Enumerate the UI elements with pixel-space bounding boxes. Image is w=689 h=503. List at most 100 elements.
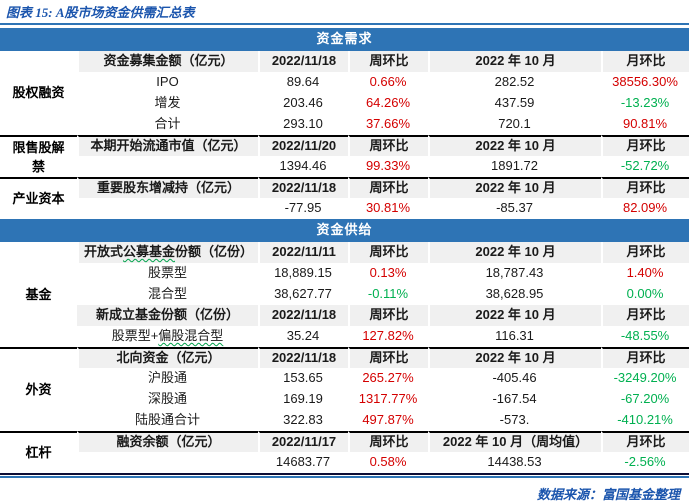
value-cell: 89.64 <box>286 74 320 90</box>
table-bottom-line-dark <box>0 473 689 475</box>
month-value-cell: 282.52 <box>494 74 535 90</box>
month-header-cell: 2022 年 10 月（周均值） <box>428 431 601 452</box>
item-header-cell: 本期开始流通市值（亿元） <box>77 135 258 156</box>
month-value-cell: -573. <box>499 412 530 428</box>
value-cell: 35.24 <box>286 328 320 344</box>
date-header-cell: 2022/11/18 <box>258 51 348 72</box>
month-header-cell: 2022 年 10 月 <box>428 51 601 72</box>
table-row: 股权融资 资金募集金额（亿元） 2022/11/18 周环比 2022 年 10 月月环… <box>0 51 689 135</box>
spellcheck-wavy-text: 公募基金 <box>122 244 175 260</box>
item-cell: 股票型 <box>147 265 187 281</box>
wow-value-cell: 1317.77% <box>358 391 418 407</box>
table-row: 基金 开放式公募基金份额（亿份） 2022/11/11 周环比 2022 年 10 月月… <box>0 242 689 347</box>
section-band-row: 资金需求 <box>0 28 689 51</box>
capital-supply-demand-table: 资金需求 股权融资 资金募集金额（亿元） 2022/11/18 周环比 2022 年 10… <box>0 28 689 473</box>
category-cell: 外资 <box>0 347 77 431</box>
mom-value-cell: 90.81% <box>622 116 668 132</box>
category-cell: 杠杆 <box>0 431 77 473</box>
table-row: 限售股解禁本期开始流通市值（亿元） 2022/11/20 周环比 2022 年 10 … <box>0 135 689 177</box>
item-cell: IPO <box>156 74 179 90</box>
category-cell: 产业资本 <box>0 177 77 219</box>
table-row: IPO 89.64 0.66% 282.52 38556.30% <box>0 72 689 93</box>
month-value-cell: 1891.72 <box>491 158 538 174</box>
wow-value-cell: 127.82% <box>362 328 414 344</box>
table-row: 陆股通合计 322.83 497.87% -573. -410.21% <box>0 410 689 431</box>
category-cell: 基金 <box>0 242 77 347</box>
mom-header-cell: 月环比 <box>601 177 689 198</box>
item-header-cell: 资金募集金额（亿元） <box>77 51 258 72</box>
table-row: 沪股通 153.65 265.27% -405.46 -3249.20% <box>0 368 689 389</box>
table-bottom-line-gap <box>0 475 689 476</box>
figure-title: 图表 15: A股市场资金供需汇总表 <box>6 5 195 20</box>
item-cell: 股票型+偏股混合型 <box>77 326 258 347</box>
item-cell: 混合型 <box>147 286 187 302</box>
table-row: 股票型+偏股混合型 35.24 127.82% 116.31 -48.55% <box>0 326 689 347</box>
item-text: 份额（亿份） <box>175 244 254 260</box>
category-cell: 股权融资 <box>0 51 77 135</box>
month-header-cell: 2022 年 10 月 <box>428 347 601 368</box>
item-cell <box>77 156 258 177</box>
section-band-label: 资金供给 <box>0 219 689 242</box>
value-cell: 293.10 <box>283 116 323 132</box>
wow-value-cell: 0.66% <box>369 74 407 90</box>
wow-header-cell: 周环比 <box>348 242 428 263</box>
wow-header-cell: 周环比 <box>348 347 428 368</box>
value-cell: 18,889.15 <box>274 265 332 281</box>
mom-value-cell: 0.00% <box>626 286 664 302</box>
month-header-cell: 2022 年 10 月 <box>428 135 601 156</box>
wow-value-cell: 64.26% <box>365 95 411 111</box>
table-row: 增发 203.46 64.26% 437.59 -13.23% <box>0 93 689 114</box>
mom-header-cell: 月环比 <box>601 242 689 263</box>
table-row: 外资 北向资金（亿元） 2022/11/18 周环比 2022 年 10 月月环比 <box>0 347 689 431</box>
value-cell: 14683.77 <box>275 454 331 470</box>
table-row: -77.95 30.81% -85.37 82.09% <box>0 198 689 219</box>
mom-value-cell: -13.23% <box>620 95 670 111</box>
month-header-cell: 2022 年 10 月 <box>428 177 601 198</box>
item-cell <box>77 198 258 219</box>
mom-header-cell: 月环比 <box>601 305 689 326</box>
mom-value-cell: 1.40% <box>626 265 664 281</box>
section-band-label: 资金需求 <box>0 28 689 51</box>
item-cell: 陆股通合计 <box>134 412 200 428</box>
month-value-cell: -167.54 <box>492 391 537 407</box>
month-value-cell: 437.59 <box>494 95 535 111</box>
wow-header-cell: 周环比 <box>348 305 428 326</box>
item-cell: 合计 <box>154 116 181 132</box>
wow-value-cell: 30.81% <box>365 200 411 216</box>
wow-header-cell: 周环比 <box>348 431 428 452</box>
item-header-cell: 新成立基金份额（亿份） <box>77 305 258 326</box>
mom-value-cell: -3249.20% <box>613 370 677 386</box>
mom-header-cell: 月环比 <box>601 431 689 452</box>
item-cell: 深股通 <box>147 391 187 407</box>
wow-value-cell: 497.87% <box>362 412 414 428</box>
item-text: 开放式 <box>83 244 123 260</box>
wow-value-cell: 37.66% <box>365 116 411 132</box>
mom-value-cell: -52.72% <box>620 158 670 174</box>
mom-value-cell: -2.56% <box>624 454 666 470</box>
month-header-cell: 2022 年 10 月 <box>428 305 601 326</box>
month-value-cell: 14438.53 <box>487 454 542 470</box>
wow-value-cell: -0.11% <box>367 286 409 302</box>
mom-header-cell: 月环比 <box>601 347 689 368</box>
wow-value-cell: 265.27% <box>362 370 414 386</box>
table-row: 股票型 18,889.15 0.13% 18,787.43 1.40% <box>0 263 689 284</box>
month-value-cell: 720.1 <box>498 116 531 132</box>
month-value-cell: 116.31 <box>495 328 534 344</box>
mom-header-cell: 月环比 <box>601 51 689 72</box>
date-header-cell: 2022/11/18 <box>258 305 348 326</box>
month-value-cell: 18,787.43 <box>485 265 544 281</box>
month-header-cell: 2022 年 10 月 <box>428 242 601 263</box>
item-cell <box>77 452 258 473</box>
table-row: 深股通 169.19 1317.77% -167.54 -67.20% <box>0 389 689 410</box>
table-row: 合计 293.10 37.66% 720.1 90.81% <box>0 114 689 135</box>
title-underline-rule <box>0 23 689 25</box>
wow-header-cell: 周环比 <box>348 135 428 156</box>
table-row: 新成立基金份额（亿份） 2022/11/18 周环比 2022 年 10 月月环比 <box>0 305 689 326</box>
month-value-cell: -85.37 <box>496 200 533 216</box>
mom-value-cell: -48.55% <box>620 328 670 344</box>
item-header-cell: 融资余额（亿元） <box>77 431 258 452</box>
item-header-cell: 重要股东增减持（亿元） <box>77 177 258 198</box>
date-header-cell: 2022/11/20 <box>258 135 348 156</box>
date-header-cell: 2022/11/11 <box>258 242 348 263</box>
wow-header-cell: 周环比 <box>348 51 428 72</box>
